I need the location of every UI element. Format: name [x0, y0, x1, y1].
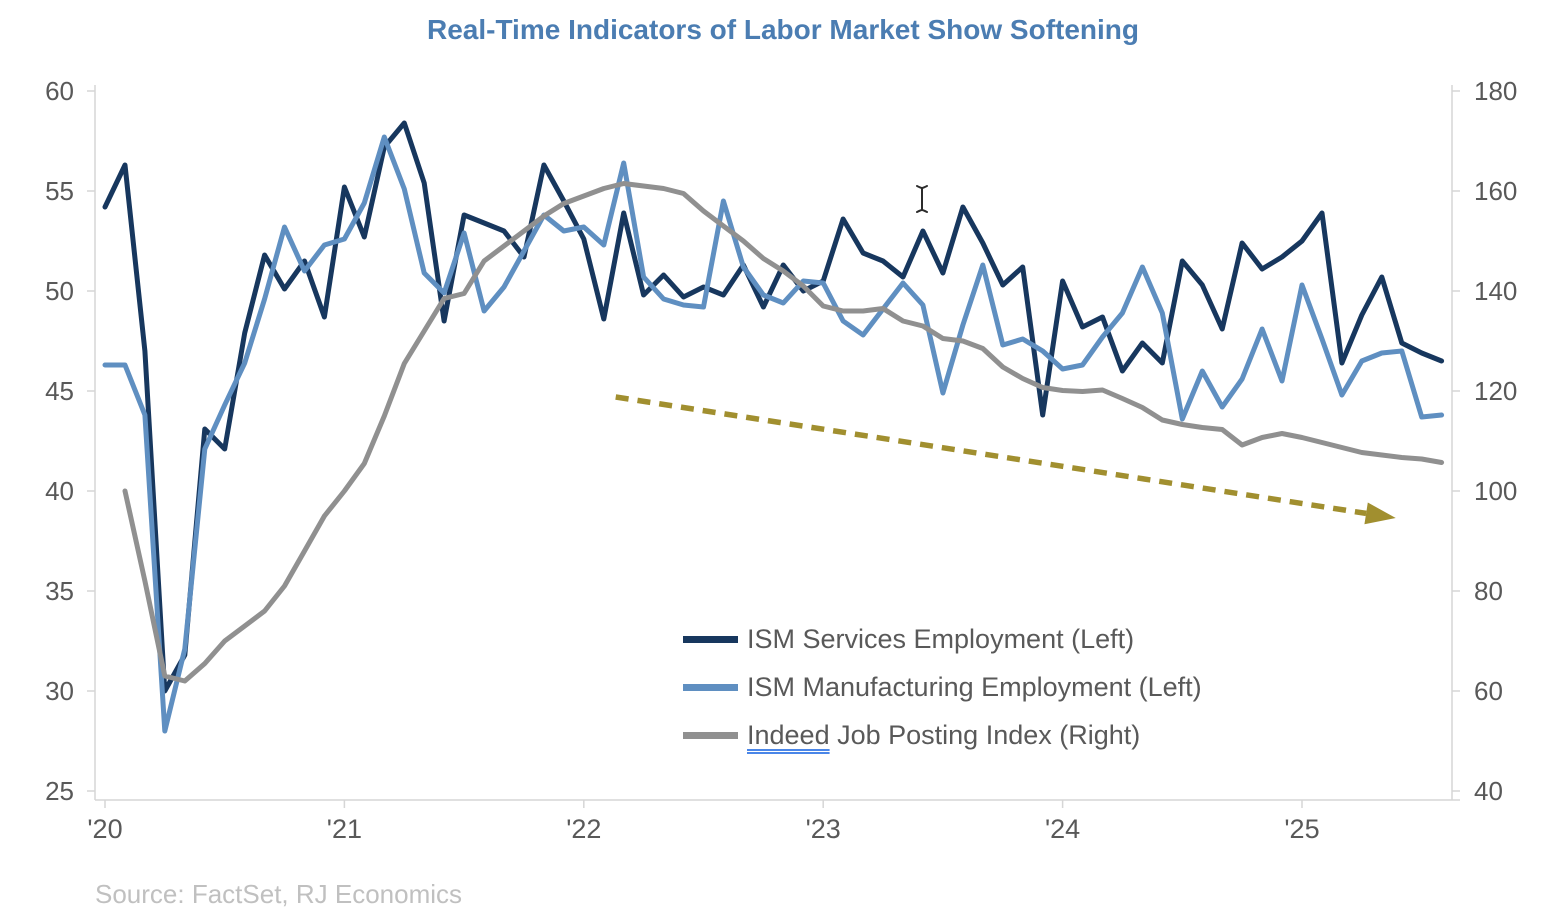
left-axis-tick-label: 55 — [45, 176, 74, 206]
right-axis-tick-label: 40 — [1474, 776, 1503, 806]
right-axis-tick-label: 100 — [1474, 476, 1517, 506]
text-cursor-ibeam — [916, 185, 928, 213]
left-axis-tick-label: 45 — [45, 376, 74, 406]
left-axis-tick-label: 50 — [45, 276, 74, 306]
legend-swatch-2 — [683, 731, 738, 739]
right-axis-tick-label: 160 — [1474, 176, 1517, 206]
legend-swatch-1 — [683, 683, 738, 691]
chart-title: Real-Time Indicators of Labor Market Sho… — [426, 14, 1140, 45]
x-axis-tick-label: '23 — [806, 814, 841, 844]
left-axis-tick-label: 60 — [45, 76, 74, 106]
right-axis-tick-label: 60 — [1474, 676, 1503, 706]
chart-legend: ISM Services Employment (Left) ISM Manufa… — [683, 615, 1202, 759]
right-axis-tick-label: 80 — [1474, 576, 1503, 606]
legend-label-0: ISM Services Employment (Left) — [747, 623, 1135, 654]
legend-item-0: ISM Services Employment (Left) — [683, 615, 1202, 663]
series-line-2-indeed-job-posting-index-right — [122, 181, 1445, 684]
x-axis-tick-label: '20 — [87, 814, 122, 844]
legend-label-underlined-word: Indeed — [747, 719, 830, 750]
legend-item-1: ISM Manufacturing Employment (Left) — [683, 663, 1202, 711]
left-axis-tick-label: 35 — [45, 576, 74, 606]
x-axis-tick-label: '22 — [566, 814, 601, 844]
left-axis-tick-label: 40 — [45, 476, 74, 506]
left-axis-tick-label: 30 — [45, 676, 74, 706]
right-axis-tick-label: 120 — [1474, 376, 1517, 406]
series-line-0-ism-services-employment-left — [102, 120, 1445, 694]
legend-label-1: ISM Manufacturing Employment (Left) — [747, 671, 1202, 702]
right-axis-tick-label: 140 — [1474, 276, 1517, 306]
trend-arrow-dashed-line — [615, 394, 1367, 517]
legend-label-2: Indeed Job Posting Index (Right) — [747, 719, 1141, 750]
legend-swatch-0 — [683, 635, 738, 643]
right-axis-tick-label: 180 — [1474, 76, 1517, 106]
x-axis-tick-label: '21 — [327, 814, 362, 844]
legend-item-2: Indeed Job Posting Index (Right) — [683, 711, 1202, 759]
x-axis-tick-label: '25 — [1284, 814, 1319, 844]
left-axis-tick-label: 25 — [45, 776, 74, 806]
source-note: Source: FactSet, RJ Economics — [95, 879, 463, 909]
series-line-1-ism-manufacturing-employment-left — [102, 134, 1445, 734]
x-axis-tick-label: '24 — [1045, 814, 1080, 844]
trend-arrow-head — [1364, 502, 1396, 525]
